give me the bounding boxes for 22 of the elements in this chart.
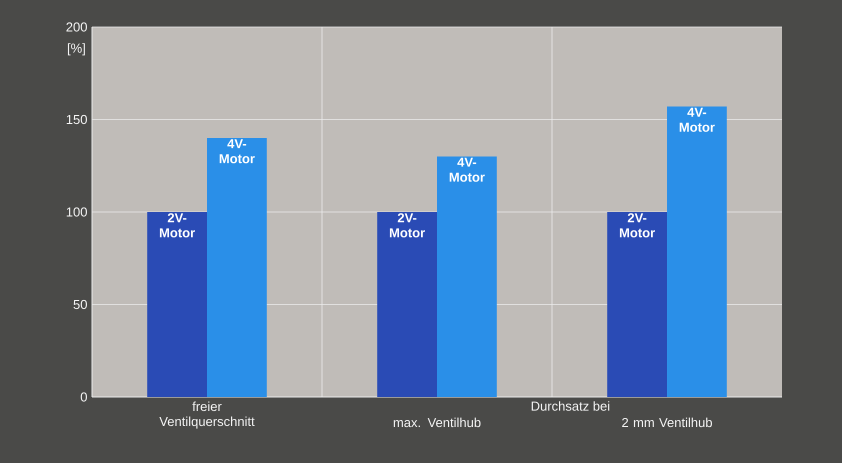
y-tick-label: 150 (66, 114, 87, 124)
text: 4V-Motor (680, 108, 715, 132)
x-tick-label: 2 mm Ventilhub (622, 418, 712, 428)
x-tick-label: freier Ventilquerschnitt (159, 402, 255, 429)
text: 2V-Motor (620, 213, 655, 238)
y-tick-label: 200 (66, 22, 87, 32)
bar (377, 212, 438, 397)
x-tick-label: max. Ventilhub (394, 418, 481, 428)
bar (147, 212, 208, 397)
series-label: 2V-Motor (160, 213, 195, 238)
bar (207, 138, 267, 397)
series-label: 4V-Motor (450, 158, 485, 182)
bar (667, 106, 727, 397)
y-axis-title: [%] (68, 43, 85, 56)
text: Durchsatz bei (532, 401, 610, 411)
y-tick-label: 50 (74, 300, 87, 310)
y-tick-label: 100 (66, 207, 87, 217)
text: 4V-Motor (220, 139, 255, 164)
bar (437, 156, 497, 397)
y-tick-label: 0 (80, 392, 87, 402)
text: 2V-Motor (390, 213, 425, 238)
bar (607, 212, 668, 397)
